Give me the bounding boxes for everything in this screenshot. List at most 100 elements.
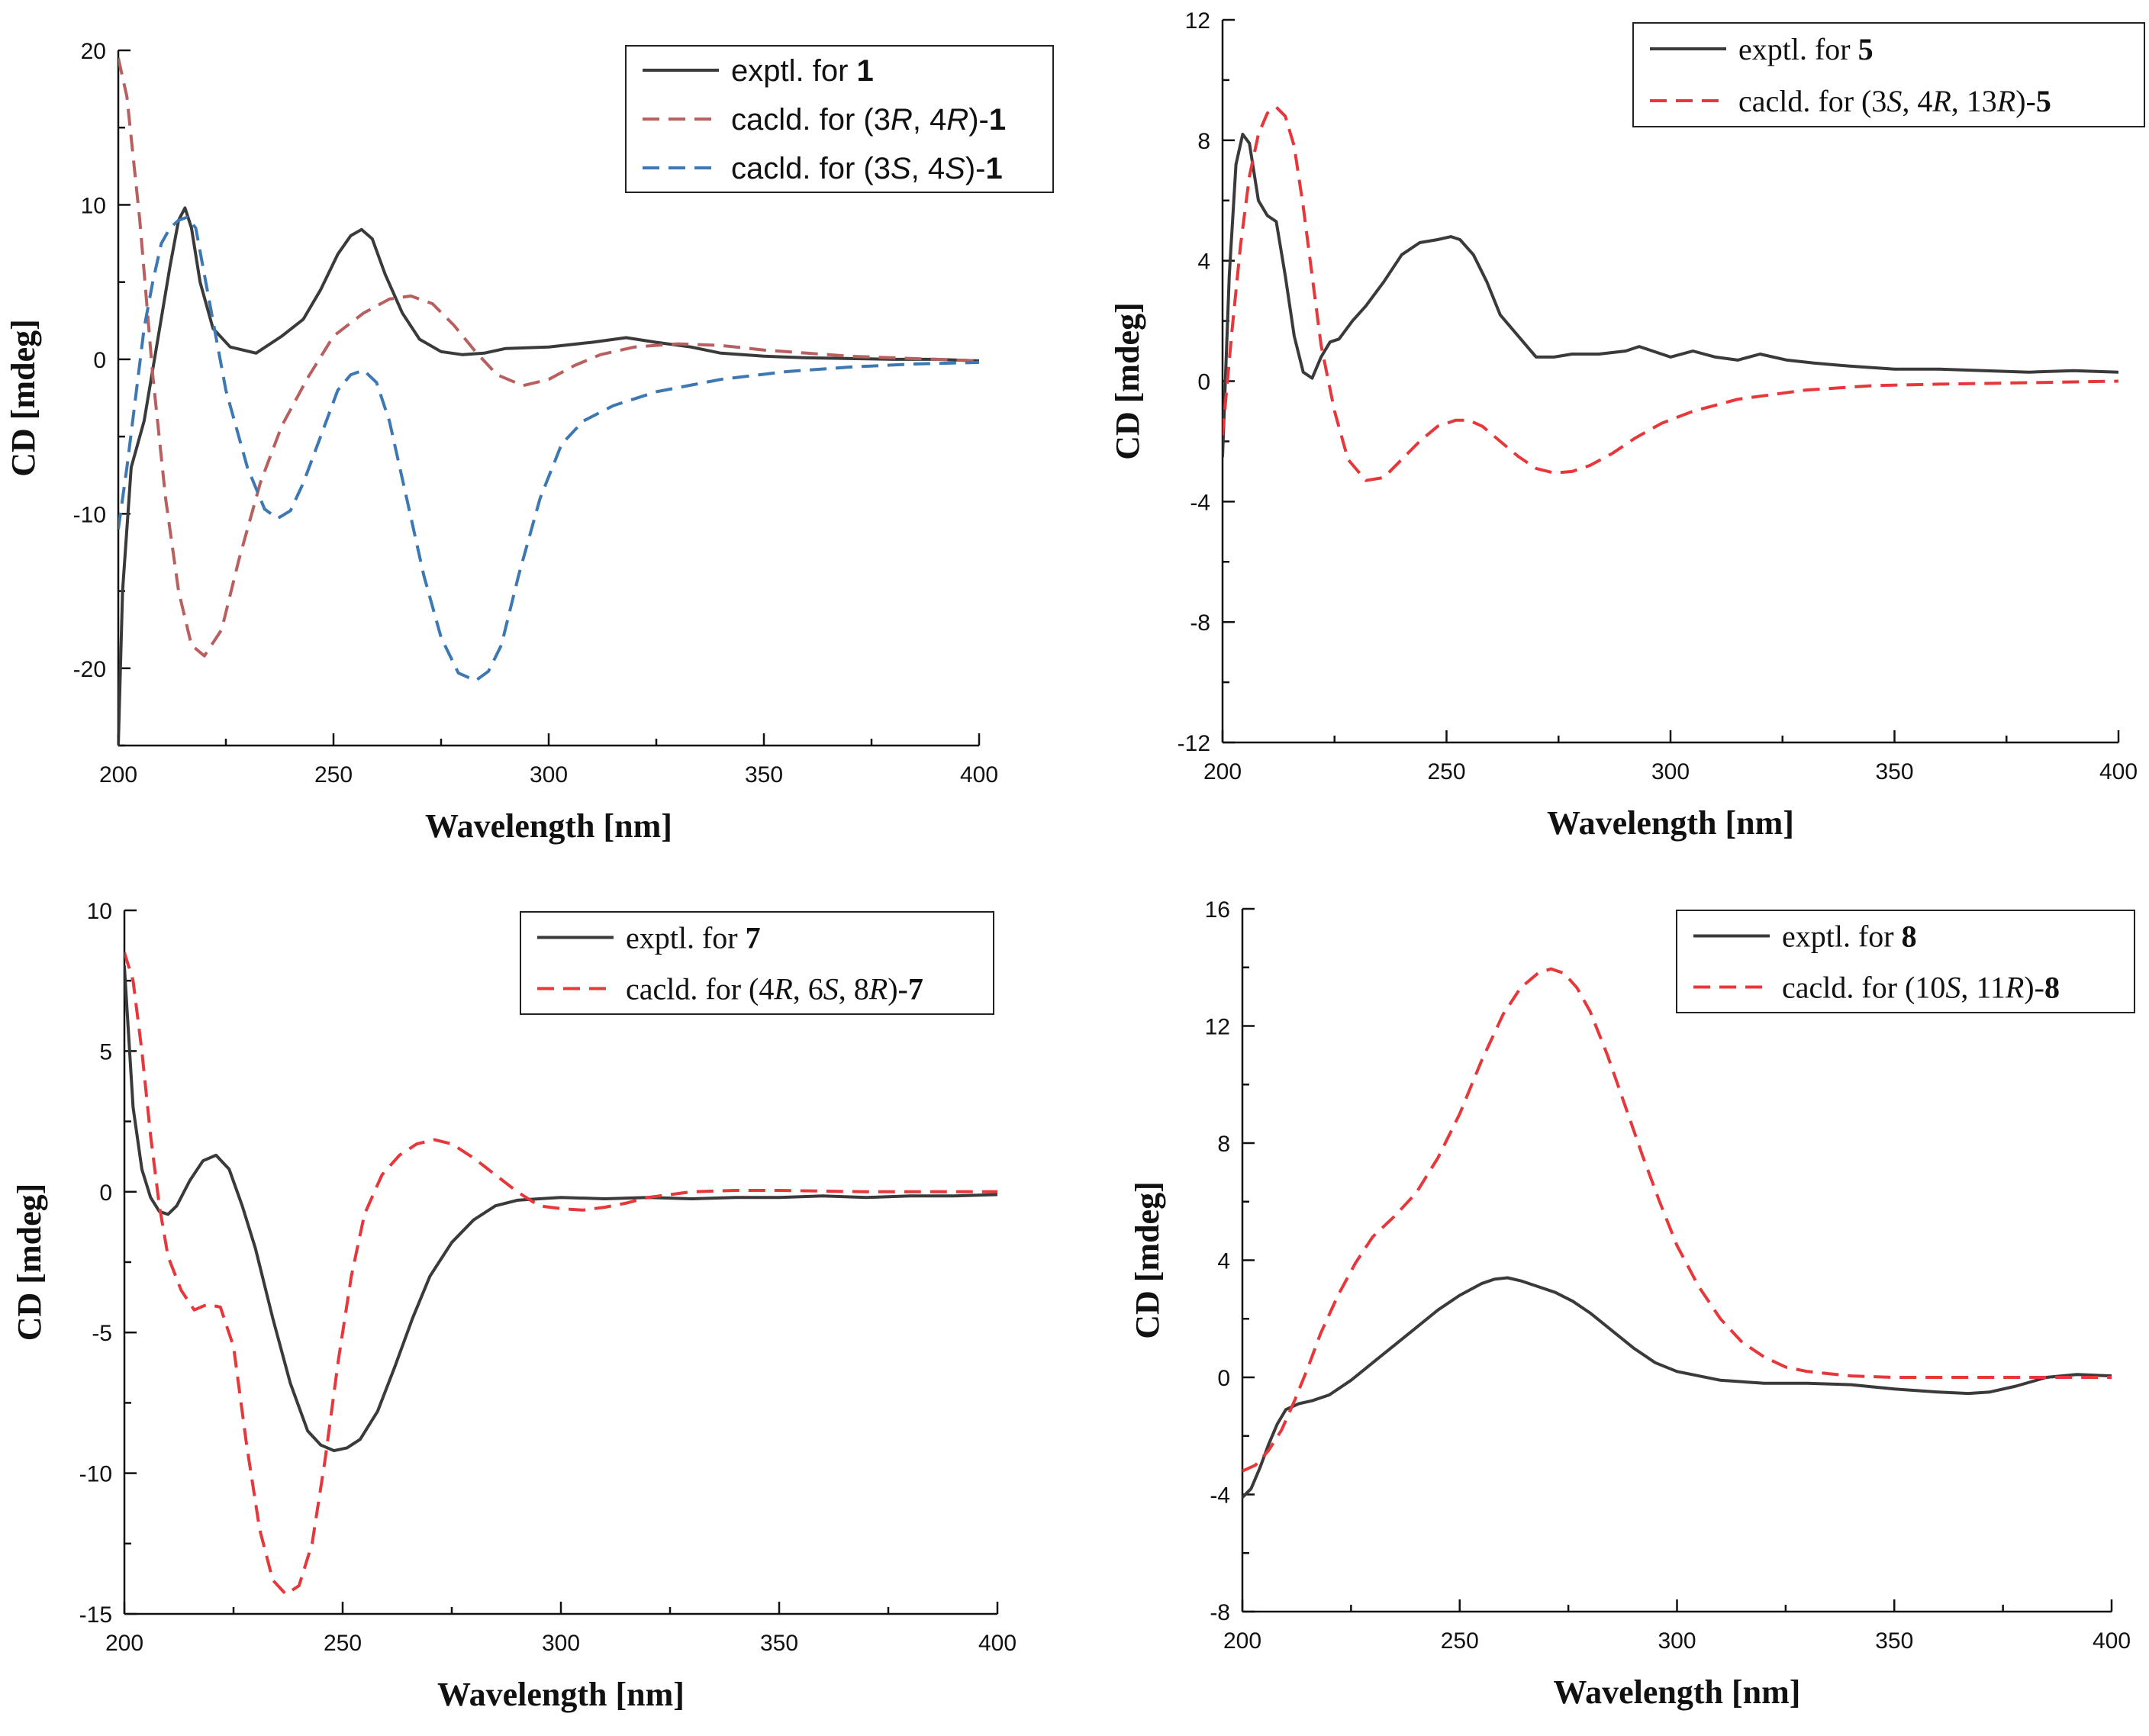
legend-text-part: R bbox=[773, 972, 792, 1006]
legend-text-part: 5 bbox=[2036, 84, 2051, 118]
y-tick-label: 0 bbox=[99, 1180, 112, 1206]
x-axis-title: Wavelength [nm] bbox=[425, 807, 672, 845]
y-tick-label: 4 bbox=[1197, 250, 1210, 275]
legend-text-part: cacld. for (10 bbox=[1782, 971, 1945, 1005]
x-tick-label: 400 bbox=[978, 1631, 1017, 1656]
y-tick-label: -4 bbox=[1190, 490, 1210, 515]
legend-label-1: exptl. for 1 bbox=[731, 54, 874, 88]
series-line-1 bbox=[124, 965, 997, 1453]
chart-panel-2: 200 250 300 350 400 12 8 4 0 -4 -8 -12 Wavelength [n… bbox=[1109, 8, 2145, 842]
legend-text-part: 1 bbox=[989, 103, 1006, 137]
y-tick-label: 8 bbox=[1217, 1132, 1230, 1157]
y-tick-label: -12 bbox=[1178, 731, 1210, 756]
x-tick-label: 400 bbox=[960, 762, 998, 787]
chart-panel-1: 200 250 300 350 400 20 10 0 -10 -20 Wavelength [nm… bbox=[5, 39, 1054, 845]
x-axis-title: Wavelength [nm] bbox=[1547, 804, 1794, 842]
plot-area bbox=[1223, 105, 2118, 482]
legend-text-part: 1 bbox=[985, 152, 1002, 185]
legend-text-part: )- bbox=[968, 103, 989, 137]
x-tick-label: 200 bbox=[105, 1631, 143, 1656]
legend-text-part: R bbox=[891, 103, 913, 137]
x-tick-label: 200 bbox=[1223, 1628, 1261, 1654]
legend-text-part: , 4 bbox=[1902, 84, 1932, 118]
y-tick-label: -4 bbox=[1210, 1483, 1230, 1509]
legend-text-part: , 6 bbox=[793, 972, 823, 1006]
chart-panel-4: 200 250 300 350 400 16 12 8 4 0 -4 -8 Wavelength [nm… bbox=[1129, 897, 2135, 1711]
x-tick-label: 350 bbox=[1875, 759, 1913, 784]
plot-area bbox=[1242, 967, 2112, 1499]
legend-label-3: cacld. for (3S, 4S)-1 bbox=[731, 152, 1003, 185]
series-line-1 bbox=[1223, 132, 2118, 459]
series-line-3 bbox=[118, 215, 979, 682]
plot-area bbox=[118, 57, 979, 746]
legend-text-part: cacld. for ( bbox=[626, 972, 759, 1006]
legend-text-part: exptl. for bbox=[731, 54, 857, 88]
x-axis-title: Wavelength [nm] bbox=[1554, 1673, 1801, 1711]
legend-text-part: exptl. for bbox=[1782, 920, 1902, 954]
y-tick-label: 4 bbox=[1217, 1249, 1230, 1274]
x-tick-label: 200 bbox=[99, 762, 137, 787]
y-tick-label: 12 bbox=[1185, 8, 1210, 34]
y-tick-label: 20 bbox=[81, 39, 106, 64]
x-tick-label: 250 bbox=[1441, 1628, 1479, 1654]
legend-label-1: exptl. for 8 bbox=[1782, 920, 1917, 954]
y-tick-label: 10 bbox=[81, 193, 106, 218]
y-tick-label: 16 bbox=[1205, 897, 1230, 923]
x-tick-label: 400 bbox=[2093, 1628, 2131, 1654]
y-tick-label: -8 bbox=[1210, 1600, 1230, 1625]
legend-text-part: 7 bbox=[746, 921, 761, 955]
series-line-2 bbox=[1242, 967, 2112, 1473]
y-tick-label: 10 bbox=[87, 899, 112, 924]
legend-text-part: , 4 bbox=[911, 152, 945, 185]
legend-text-part: )- bbox=[888, 972, 908, 1006]
legend-text-part: R bbox=[868, 972, 888, 1006]
x-tick-label: 350 bbox=[745, 762, 783, 787]
legend-text-part: 4 bbox=[759, 972, 774, 1006]
y-tick-label: 8 bbox=[1197, 129, 1210, 154]
legend-text-part: , 4 bbox=[913, 103, 946, 137]
y-axis-title: CD [mdeg] bbox=[1129, 1181, 1166, 1339]
legend-text-part: S bbox=[891, 152, 911, 185]
x-tick-label: 250 bbox=[1427, 759, 1465, 784]
legend-box bbox=[1676, 910, 2135, 1013]
legend-text-part: S bbox=[1886, 84, 1902, 118]
legend-text-part: R bbox=[1932, 84, 1951, 118]
series-line-1 bbox=[118, 206, 979, 746]
legend-text-part: cacld. for ( bbox=[731, 152, 874, 185]
x-tick-label: 200 bbox=[1203, 759, 1242, 784]
y-axis-title: CD [mdeg] bbox=[11, 1184, 48, 1341]
legend-text-part: 8 bbox=[2044, 971, 2060, 1005]
x-tick-label: 400 bbox=[2099, 759, 2138, 784]
legend-label-2: cacld. for (3S, 4R, 13R)-5 bbox=[1738, 84, 2051, 118]
plot-area bbox=[124, 952, 997, 1596]
legend-text-part: )- bbox=[2015, 84, 2036, 118]
legend-text-part: exptl. for bbox=[626, 921, 746, 955]
y-tick-label: 0 bbox=[1197, 370, 1210, 395]
x-tick-label: 350 bbox=[1875, 1628, 1913, 1654]
legend-text-part: )- bbox=[2024, 971, 2044, 1005]
y-tick-label: -10 bbox=[79, 1462, 112, 1487]
legend-text-part: 5 bbox=[1858, 32, 1874, 66]
legend-text-part: , 11 bbox=[1961, 971, 2006, 1005]
y-tick-label: -15 bbox=[79, 1602, 112, 1628]
y-tick-label: -20 bbox=[73, 657, 106, 682]
legend-text-part: 8 bbox=[1902, 920, 1917, 954]
legend-text-part: R bbox=[1996, 84, 2015, 118]
y-tick-label: -8 bbox=[1190, 610, 1210, 636]
series-line-2 bbox=[124, 952, 997, 1596]
legend-text-part: R bbox=[946, 103, 968, 137]
legend-text-part: cacld. for (3 bbox=[1738, 84, 1886, 118]
y-axis-title: CD [mdeg] bbox=[5, 319, 42, 477]
x-tick-label: 250 bbox=[324, 1631, 362, 1656]
legend-text-part: 1 bbox=[857, 54, 874, 88]
y-tick-label: -5 bbox=[92, 1321, 112, 1346]
legend-box bbox=[520, 911, 994, 1015]
legend-text-part: 7 bbox=[908, 972, 923, 1006]
series-line-2 bbox=[1223, 105, 2118, 482]
legend-text-part: R bbox=[2005, 971, 2024, 1005]
legend-label-1: exptl. for 7 bbox=[626, 921, 761, 955]
